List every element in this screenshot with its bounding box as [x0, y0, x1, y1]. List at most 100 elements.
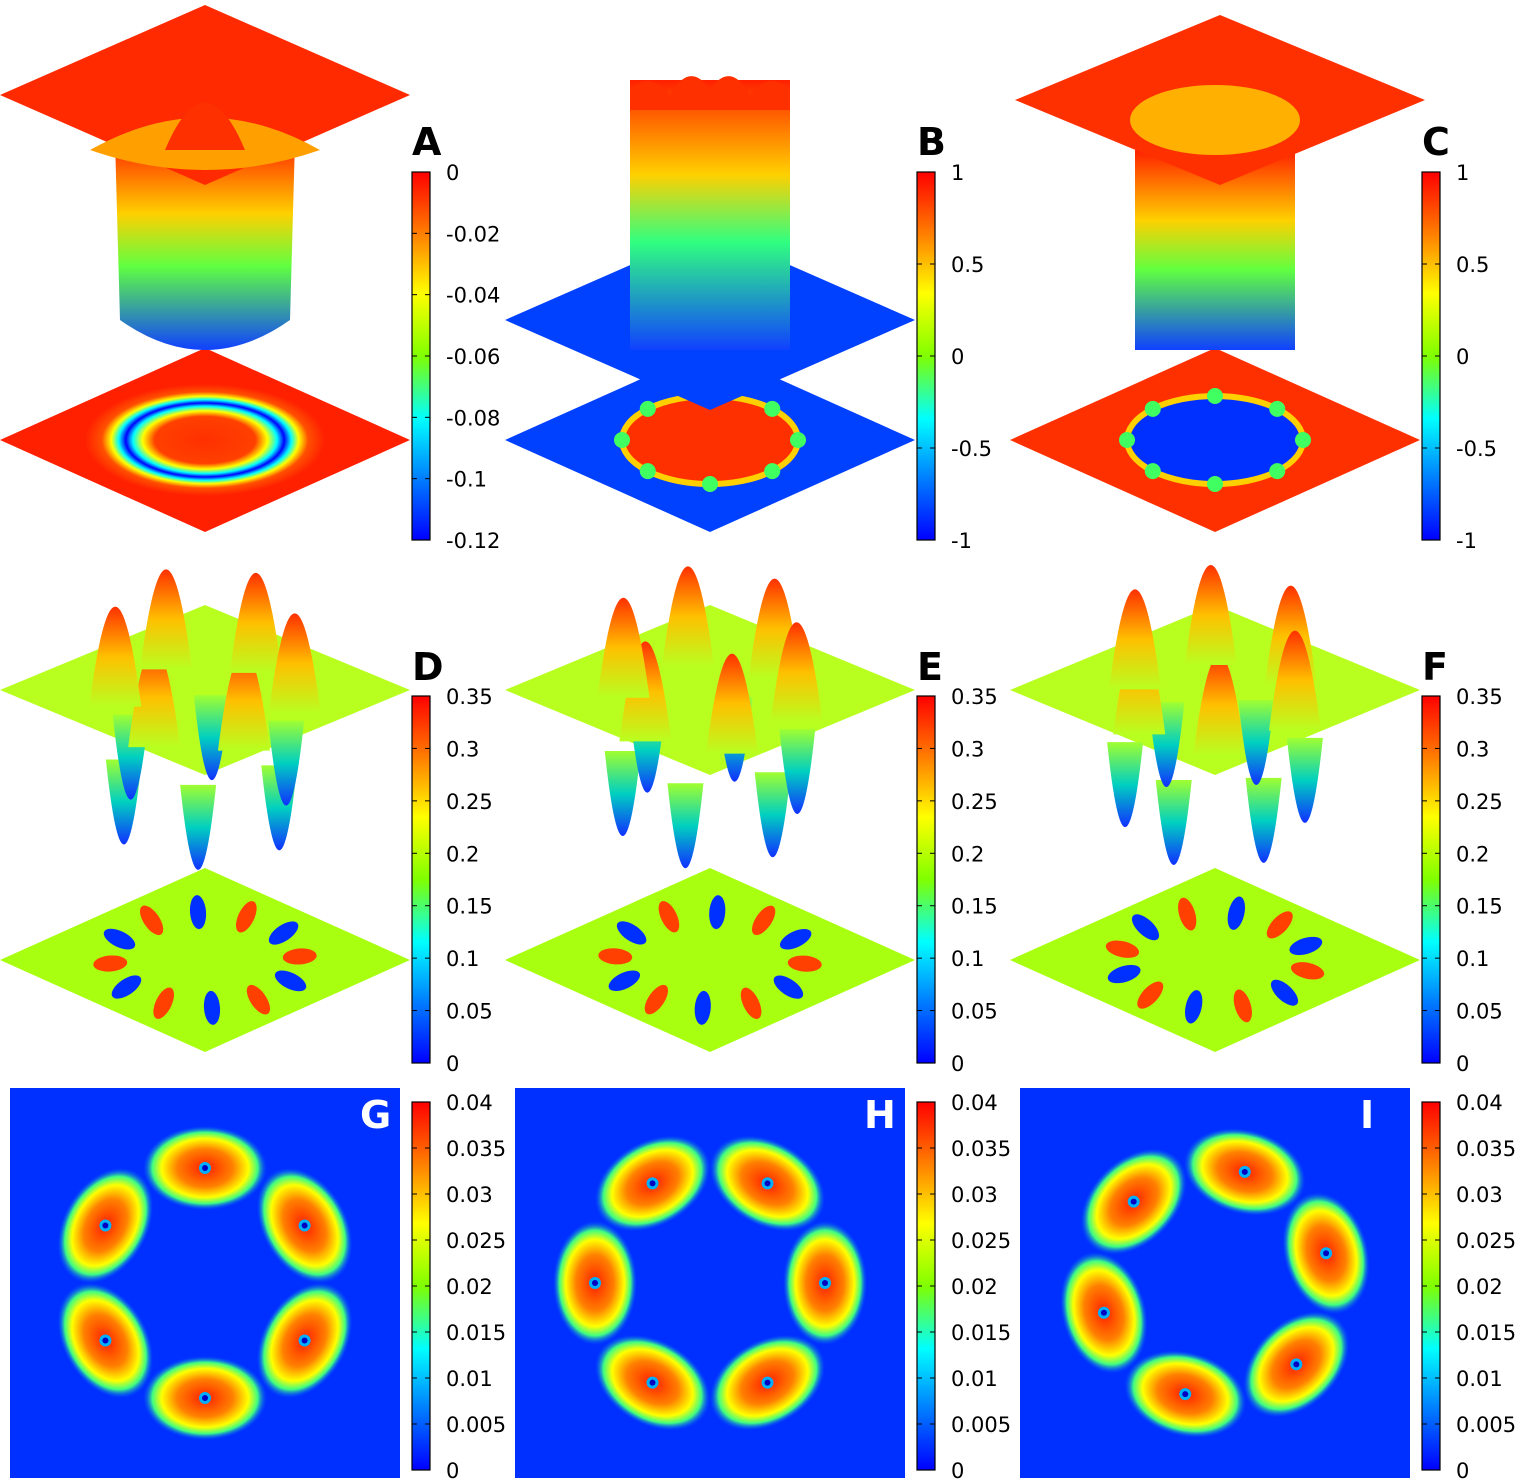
projection-lobe: [779, 928, 812, 950]
surface-peak: [1109, 589, 1162, 690]
colorbar-tick-label: -1: [1456, 529, 1477, 553]
heatmap-node-core: [592, 1280, 598, 1286]
colorbar-tick-label: 0.02: [951, 1275, 998, 1299]
colorbar-tick-label: 0.015: [951, 1321, 1011, 1345]
surface-peak: [1193, 654, 1246, 755]
surface-trough: [1107, 742, 1144, 828]
heatmap-node-core: [102, 1222, 109, 1229]
panel-E: E: [505, 566, 943, 1052]
projection-lobe: [203, 990, 221, 1025]
projection-lobe: [773, 975, 804, 999]
projection-lobe: [1266, 911, 1293, 939]
colorbar-tick-label: 0.3: [1456, 737, 1489, 761]
projection-notch: [1269, 463, 1286, 480]
surface-trough: [754, 772, 791, 858]
colorbars-layer: 0 -0.02 -0.04 -0.06 -0.08 -0.1 -0.12 1 0.5 0 -0.5 -…: [411, 161, 1516, 1479]
surface-peak: [128, 647, 181, 748]
colorbar-tick-label: 0.01: [951, 1367, 998, 1391]
colorbar-G: 0.04 0.035 0.03 0.025 0.02 0.015 0.01 0.005 0: [411, 1091, 506, 1479]
projection-lobe: [111, 975, 142, 999]
panel-letter-I: I: [1360, 1093, 1374, 1137]
colorbar-tick-label: 0.05: [446, 1000, 493, 1024]
colorbar-tick-label: 0.035: [446, 1137, 506, 1161]
heatmap-node-core: [202, 1395, 208, 1401]
projection-lobe: [740, 987, 762, 1019]
panel-I: I: [1020, 1088, 1410, 1478]
heatmap-node-core: [764, 1180, 771, 1187]
heatmap-node-core: [764, 1379, 771, 1386]
projection-notch: [764, 463, 781, 480]
colorbar-tick-label: 0.25: [951, 790, 998, 814]
panel-letter-B: B: [917, 120, 946, 164]
surface-cylinder: [1135, 150, 1295, 350]
projection-notch: [614, 432, 630, 448]
heatmap-node-core: [301, 1222, 308, 1229]
surface-trough: [268, 720, 305, 806]
projection-lobe: [1233, 989, 1252, 1023]
colorbar-tick-label: 0: [1456, 1459, 1469, 1479]
colorbar-tick-label: -0.06: [446, 345, 500, 369]
surface-peak: [1184, 565, 1237, 666]
colorbar-tick-label: -0.1: [446, 468, 487, 492]
projection-lobe: [1131, 914, 1160, 941]
colorbar-tick-label: 0.1: [1456, 947, 1489, 971]
colorbar-tick-label: 0: [446, 161, 459, 185]
heatmap-node-core: [1100, 1309, 1107, 1316]
colorbar-tick-label: 0.05: [1456, 1000, 1503, 1024]
surface-crown: [630, 76, 790, 110]
colorbar-gradient: [916, 695, 936, 1064]
colorbar-tick-label: 0.005: [1456, 1413, 1516, 1437]
panel-letter-D: D: [412, 645, 444, 689]
heatmap-node-core: [1182, 1391, 1189, 1398]
colorbar-tick-label: 0.025: [1456, 1229, 1516, 1253]
panel-D: D: [0, 569, 444, 1052]
projection-lobe: [644, 984, 669, 1015]
colorbar-tick-label: 0.05: [951, 1000, 998, 1024]
colorbar-gradient: [1421, 695, 1441, 1064]
colorbar-tick-label: 0.01: [1456, 1367, 1503, 1391]
surface-trough: [1155, 779, 1192, 865]
projection-notch: [790, 432, 806, 448]
colorbar-tick-label: 0.035: [1456, 1137, 1516, 1161]
colorbar-D: 0.35 0.3 0.25 0.2 0.15 0.1 0.05 0: [411, 685, 493, 1076]
colorbar-tick-label: 0.04: [951, 1091, 998, 1115]
projection-lobe: [1105, 940, 1140, 958]
colorbar-tick-label: 0.04: [446, 1091, 493, 1115]
projection-notch: [1144, 463, 1161, 480]
colorbar-tick-label: 0.005: [446, 1413, 506, 1437]
surface-trough: [193, 695, 230, 781]
colorbar-C: 1 0.5 0 -0.5 -1: [1421, 161, 1497, 553]
colorbar-tick-label: 0.04: [1456, 1091, 1503, 1115]
surface-cylinder: [630, 80, 790, 350]
projection-notch: [1269, 400, 1286, 417]
panel-F: F: [1010, 565, 1448, 1052]
colorbar-tick-label: 0.5: [1456, 253, 1489, 277]
colorbar-tick-label: 0.35: [446, 685, 493, 709]
colorbar-tick-label: 0.005: [951, 1413, 1011, 1437]
surface-cylinder-rim: [1130, 85, 1300, 155]
panel-letter-G: G: [360, 1093, 391, 1137]
surface-peak: [89, 606, 142, 707]
colorbar-tick-label: 0.5: [951, 253, 984, 277]
projection-lobe: [268, 921, 299, 945]
colorbar-tick-label: -1: [951, 529, 972, 553]
colorbar-tick-label: 0.02: [1456, 1275, 1503, 1299]
projection-lobe: [1290, 962, 1325, 980]
panels-layer: A B C D E F G H I: [0, 5, 1450, 1478]
projection-notch: [1144, 400, 1161, 417]
projection-lobe: [1270, 979, 1299, 1006]
colorbar-F: 0.35 0.3 0.25 0.2 0.15 0.1 0.05 0: [1421, 685, 1503, 1076]
projection-notch: [1119, 432, 1135, 448]
colorbar-tick-label: -0.04: [446, 284, 500, 308]
surface-trough: [667, 783, 704, 869]
surface-peak: [706, 653, 759, 754]
colorbar-tick-label: 0.02: [446, 1275, 493, 1299]
surface-peak: [229, 572, 282, 673]
projection-lobe: [694, 990, 711, 1025]
colorbar-tick-label: 0.03: [1456, 1183, 1503, 1207]
surface-trough: [1238, 700, 1275, 786]
colorbar-B: 1 0.5 0 -0.5 -1: [916, 161, 992, 553]
heatmap-node-core: [1293, 1361, 1300, 1368]
projection-lobe: [616, 921, 647, 945]
